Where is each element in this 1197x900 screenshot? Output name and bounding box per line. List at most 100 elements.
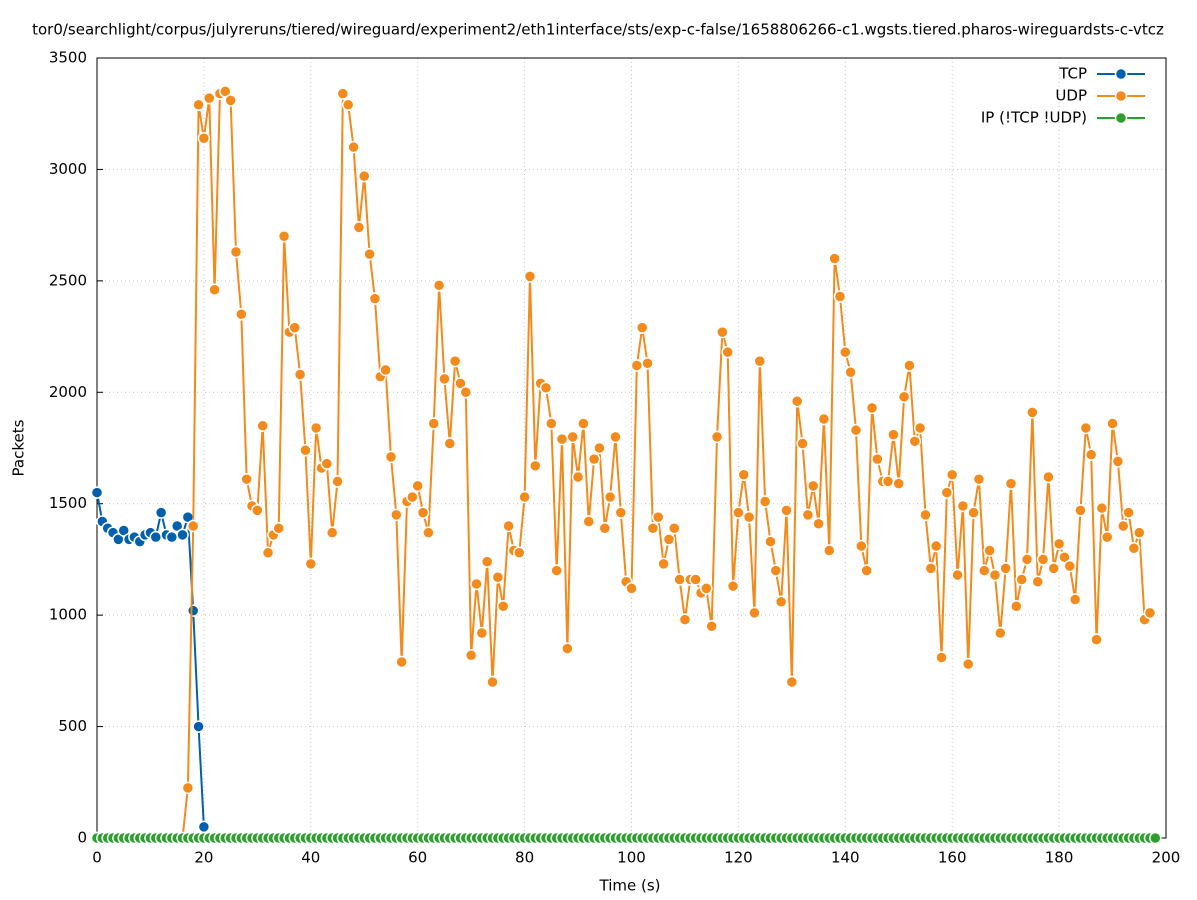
chart-title: tor0/searchlight/corpus/julyreruns/tiere…	[32, 21, 1164, 39]
data-point	[1127, 542, 1141, 555]
x-tick-label: 120	[724, 849, 753, 867]
data-point	[186, 519, 200, 533]
data-point	[609, 430, 622, 444]
data-point	[994, 626, 1007, 640]
series-line	[96, 492, 1156, 839]
data-point	[427, 417, 440, 430]
data-point	[1074, 504, 1087, 517]
y-tick-label: 3500	[49, 49, 87, 67]
data-point	[1149, 831, 1162, 845]
data-point	[550, 564, 563, 577]
data-point	[828, 252, 841, 265]
data-point	[422, 526, 435, 539]
data-point	[913, 421, 927, 435]
data-point	[464, 649, 478, 662]
data-point	[240, 472, 253, 486]
data-point	[908, 435, 922, 448]
data-point	[855, 539, 868, 553]
data-point	[149, 530, 163, 544]
data-point	[587, 452, 601, 466]
data-point	[839, 345, 852, 359]
data-point	[518, 490, 531, 504]
data-point	[443, 437, 457, 450]
data-point	[614, 506, 628, 519]
data-point	[192, 98, 205, 112]
data-point	[721, 345, 734, 359]
data-point	[491, 571, 505, 584]
x-tick-label: 200	[1152, 849, 1181, 867]
data-point	[277, 230, 291, 243]
data-point	[972, 472, 986, 486]
data-point	[304, 557, 318, 571]
data-point	[945, 468, 959, 481]
data-point	[978, 564, 991, 577]
data-point	[737, 468, 750, 481]
data-point	[384, 450, 398, 464]
data-point	[812, 517, 825, 531]
data-point	[496, 599, 510, 613]
data-point	[790, 394, 804, 408]
data-point	[988, 568, 1002, 582]
data-point	[662, 533, 676, 546]
data-point	[1047, 562, 1061, 575]
x-tick-label: 0	[92, 849, 102, 867]
data-point	[651, 510, 665, 524]
data-point	[299, 443, 312, 457]
data-point	[753, 354, 767, 368]
data-point	[635, 321, 649, 334]
data-point	[668, 521, 681, 535]
data-point	[1084, 448, 1098, 461]
data-point	[154, 506, 168, 519]
data-point	[251, 504, 264, 517]
data-point	[406, 490, 419, 504]
legend-marker	[1114, 89, 1128, 103]
data-point	[336, 87, 350, 100]
data-point	[1036, 553, 1050, 566]
data-point	[523, 270, 537, 283]
legend-label: TCP	[1058, 65, 1087, 83]
y-tick-label: 0	[77, 829, 87, 847]
data-point	[475, 626, 489, 640]
data-point	[454, 377, 467, 390]
data-point	[416, 506, 430, 519]
data-point	[625, 582, 638, 595]
data-point	[780, 504, 793, 517]
data-point	[641, 357, 654, 370]
data-point	[924, 562, 938, 575]
data-point	[967, 506, 980, 519]
data-point	[235, 308, 248, 321]
data-point	[197, 131, 211, 145]
data-point	[331, 475, 344, 488]
data-point	[806, 479, 820, 493]
data-point	[796, 437, 809, 450]
data-point	[192, 720, 205, 733]
data-point	[758, 495, 772, 508]
data-point	[940, 486, 954, 499]
data-point	[529, 459, 542, 473]
data-point	[849, 423, 863, 437]
data-point	[208, 283, 221, 297]
data-point	[929, 539, 943, 553]
data-point	[1122, 506, 1135, 519]
data-point	[1010, 599, 1023, 613]
data-point	[892, 477, 905, 490]
data-point	[871, 452, 884, 466]
data-point	[341, 98, 355, 112]
x-tick-label: 20	[194, 849, 213, 867]
data-point	[229, 245, 243, 259]
x-tick-label: 180	[1045, 849, 1074, 867]
data-point	[347, 140, 360, 154]
data-point	[817, 412, 831, 426]
data-point	[1042, 470, 1055, 484]
data-point	[705, 620, 718, 633]
data-point	[186, 604, 200, 617]
data-point	[919, 508, 932, 522]
data-point	[742, 510, 756, 524]
data-point	[961, 657, 975, 671]
data-point	[480, 555, 494, 568]
data-point	[561, 642, 574, 655]
legend-marker	[1114, 111, 1128, 125]
data-point	[352, 221, 366, 234]
data-point	[555, 432, 569, 446]
data-point	[358, 169, 371, 183]
